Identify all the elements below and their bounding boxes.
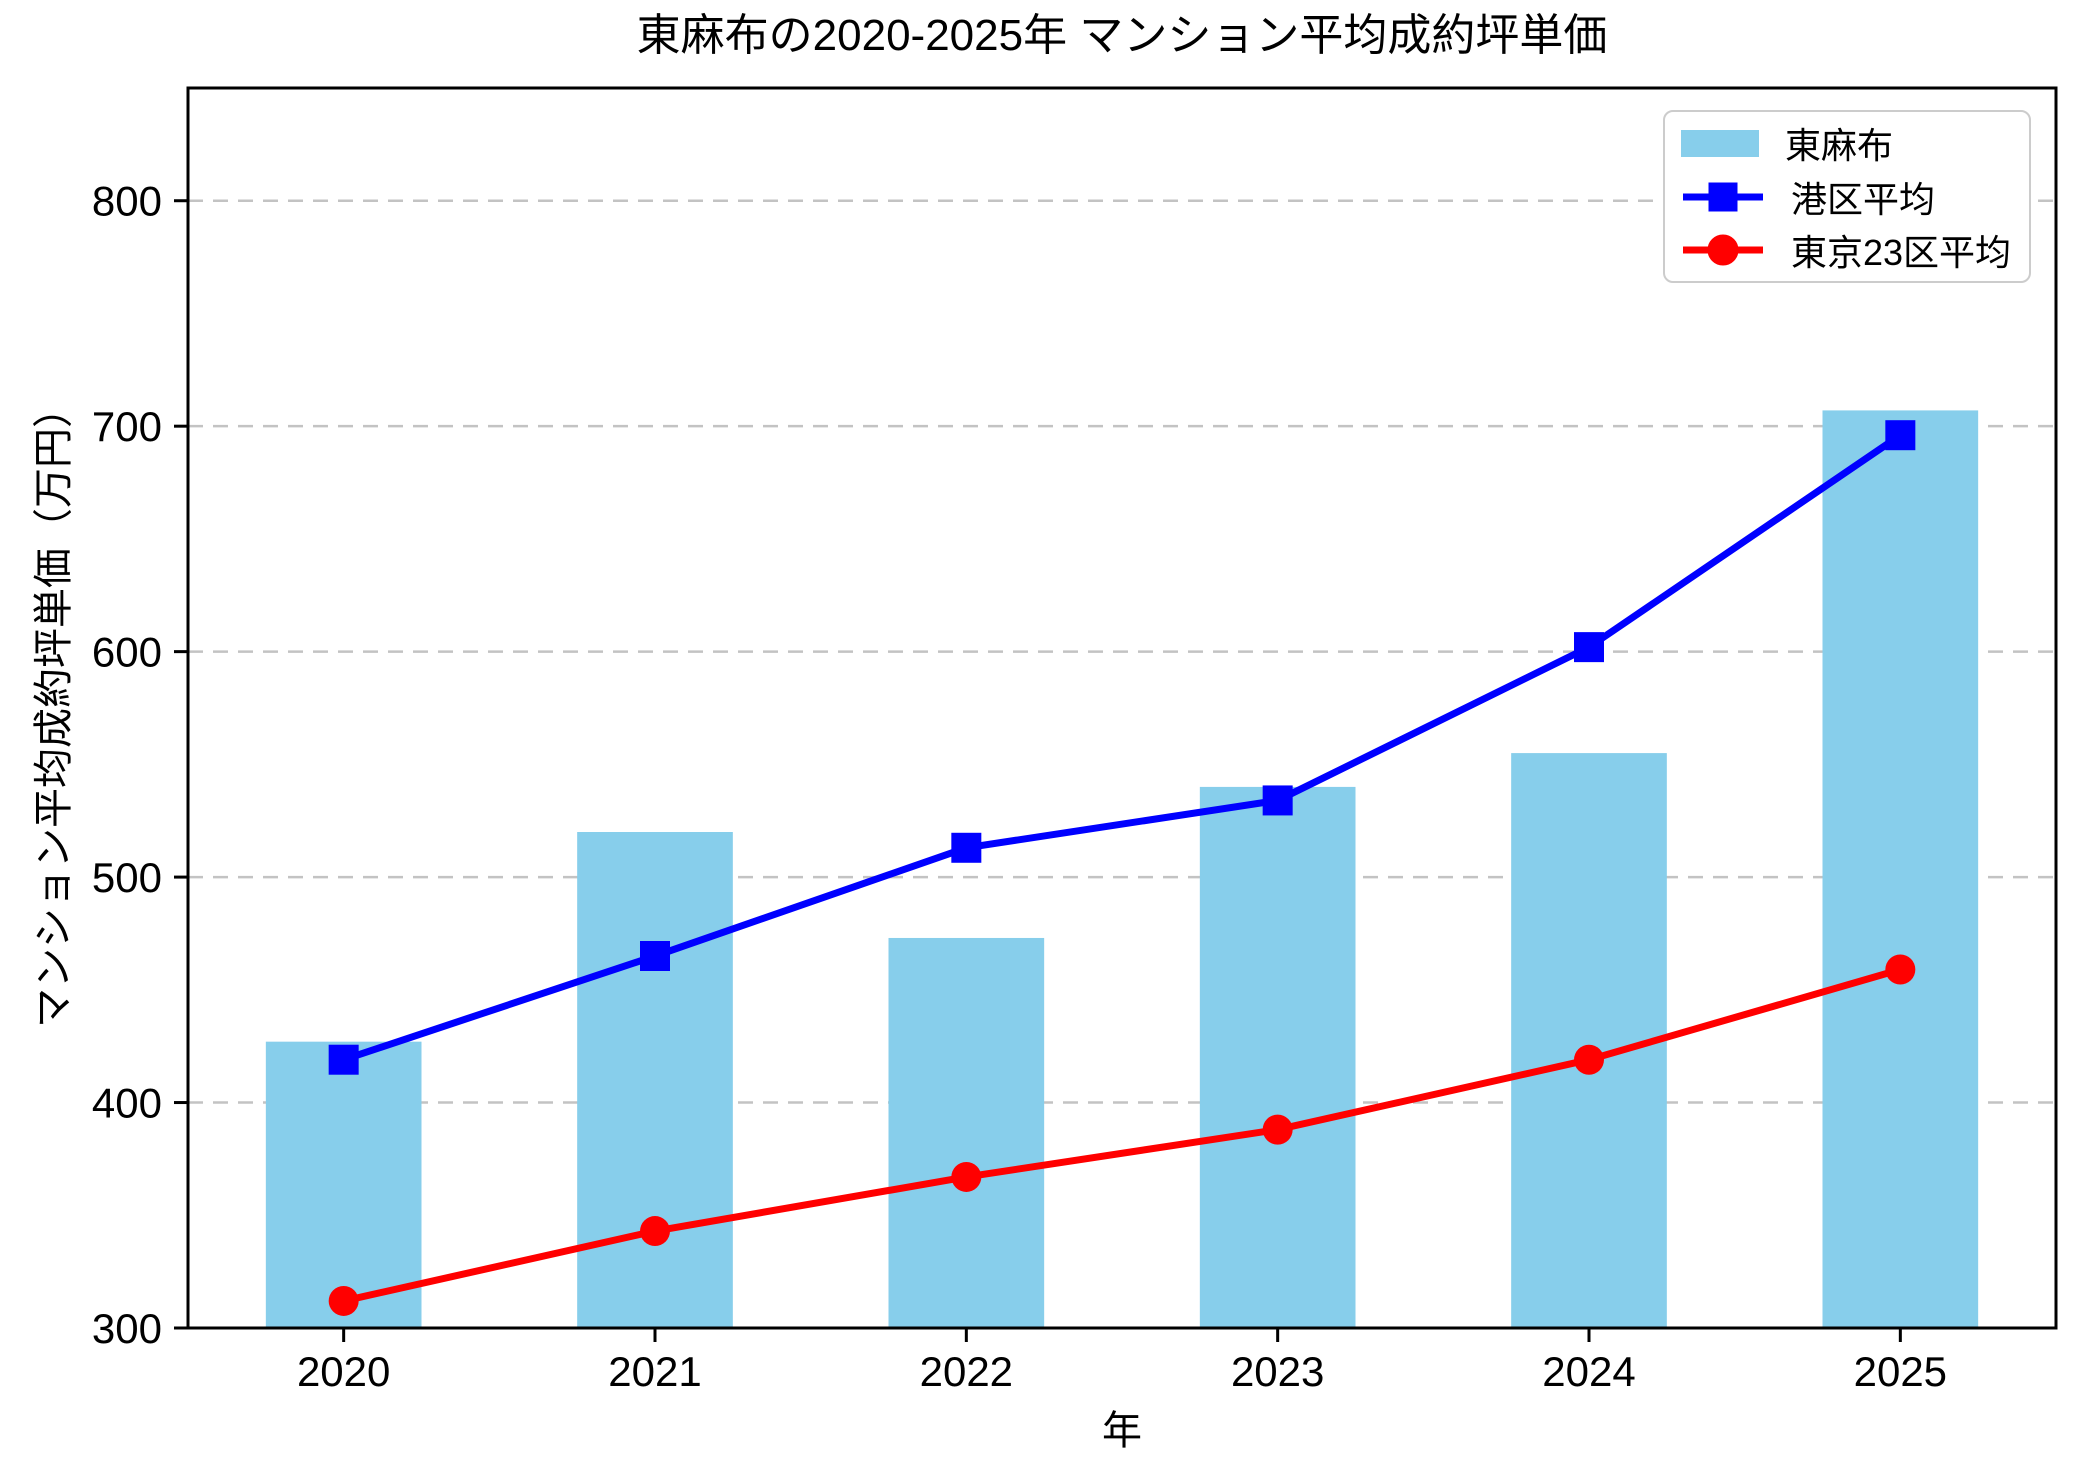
y-tick-label-500: 500 <box>92 854 162 901</box>
legend-line-square-swatch <box>1683 182 1763 211</box>
marker-square-港区平均-2023 <box>1262 785 1293 816</box>
legend-line-circle-swatch <box>1683 234 1763 266</box>
legend-square-marker <box>1708 182 1738 211</box>
marker-circle-東京23区平均-2024 <box>1574 1044 1604 1075</box>
x-tick-label-2025: 2025 <box>1854 1348 1947 1395</box>
legend-item-higashiazabu: 東麻布 <box>1681 117 2019 169</box>
y-tick-label-600: 600 <box>92 629 162 676</box>
marker-circle-東京23区平均-2020 <box>328 1285 359 1316</box>
x-tick-label-2024: 2024 <box>1542 1348 1635 1395</box>
legend-item-minatoku: 港区平均 <box>1681 171 2019 223</box>
legend-item-tokyo23: 東京23区平均 <box>1681 224 2019 276</box>
y-tick-label-800: 800 <box>92 178 162 225</box>
bar-2025 <box>1822 410 1979 1328</box>
marker-circle-東京23区平均-2023 <box>1262 1114 1293 1145</box>
legend: 東麻布 港区平均 東京23区平均 <box>1663 110 2031 283</box>
x-tick-label-2021: 2021 <box>608 1348 701 1395</box>
bar-2023 <box>1199 786 1356 1328</box>
marker-square-港区平均-2021 <box>640 941 670 971</box>
legend-label: 東麻布 <box>1785 125 1894 167</box>
y-tick-label-400: 400 <box>92 1080 162 1127</box>
x-axis-label: 年 <box>1102 1409 1142 1453</box>
x-tick-label-2023: 2023 <box>1231 1348 1324 1395</box>
x-tick-label-2020: 2020 <box>297 1348 390 1395</box>
marker-square-港区平均-2020 <box>328 1044 359 1075</box>
y-tick-label-300: 300 <box>92 1305 162 1352</box>
line-港区平均 <box>342 432 1903 1064</box>
legend-circle-marker <box>1707 234 1739 266</box>
marker-circle-東京23区平均-2022 <box>951 1161 982 1192</box>
chart-title: 東麻布の2020-2025年 マンション平均成約坪単価 <box>636 11 1608 60</box>
y-tick-label-700: 700 <box>92 403 162 450</box>
plot-border <box>186 86 2058 1330</box>
marker-circle-東京23区平均-2021 <box>640 1216 670 1247</box>
marker-square-港区平均-2022 <box>951 832 982 863</box>
legend-label: 港区平均 <box>1791 178 1936 220</box>
bar-2022 <box>888 937 1045 1328</box>
marker-circle-東京23区平均-2025 <box>1885 954 1916 985</box>
bar-2020 <box>265 1041 422 1328</box>
legend-bar-swatch <box>1681 129 1759 157</box>
marker-square-港区平均-2024 <box>1574 632 1604 663</box>
legend-label: 東京23区平均 <box>1791 231 2012 273</box>
bar-2024 <box>1511 753 1667 1328</box>
y-axis-label: マンション平均成約坪単価（万円） <box>32 388 76 1028</box>
x-tick-label-2022: 2022 <box>920 1348 1013 1395</box>
bar-2021 <box>577 832 733 1328</box>
marker-square-港区平均-2025 <box>1885 420 1916 451</box>
line-東京23区平均 <box>342 966 1902 1305</box>
